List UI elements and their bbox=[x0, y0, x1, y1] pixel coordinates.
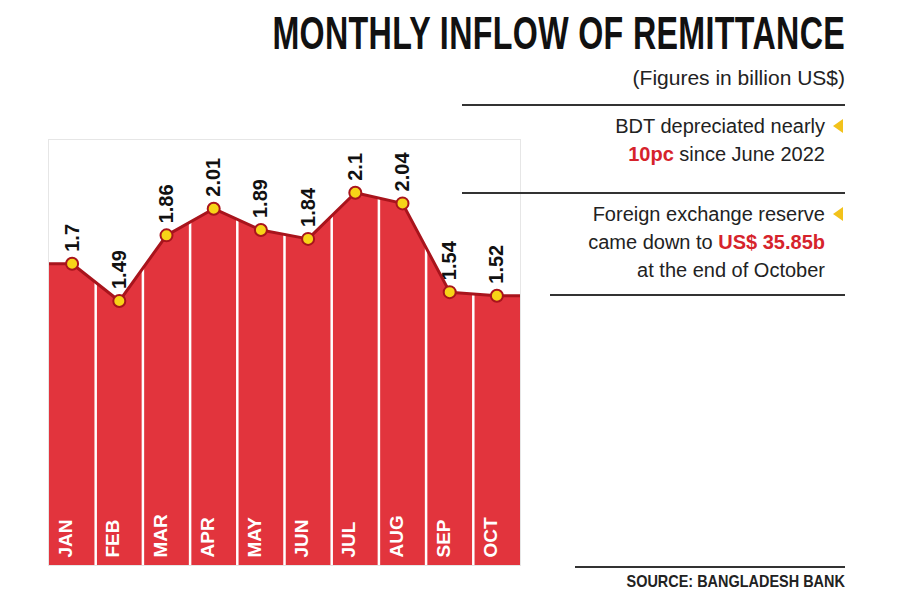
svg-text:1.49: 1.49 bbox=[108, 250, 130, 289]
html-text:at the end of October: at the end of October bbox=[637, 259, 825, 281]
svg-text:2.04: 2.04 bbox=[391, 152, 413, 192]
html-text:SOURCE: BANGLADESH BANK: SOURCE: BANGLADESH BANK bbox=[626, 572, 845, 591]
html-text:10pc since June 2022: 10pc since June 2022 bbox=[628, 143, 825, 165]
svg-text:1.7: 1.7 bbox=[61, 224, 83, 252]
html-text:Foreign exchange reserve: Foreign exchange reserve bbox=[592, 203, 825, 225]
svg-text:1.54: 1.54 bbox=[438, 240, 460, 280]
html-text:BDT depreciated nearly: BDT depreciated nearly bbox=[615, 115, 825, 137]
html-text:MONTHLY INFLOW OF REMITTANCE: MONTHLY INFLOW OF REMITTANCE bbox=[272, 7, 845, 59]
svg-text:AUG: AUG bbox=[386, 515, 407, 557]
svg-text:1.84: 1.84 bbox=[297, 187, 319, 227]
svg-text:MAY: MAY bbox=[244, 517, 265, 558]
svg-text:JUL: JUL bbox=[338, 521, 359, 557]
svg-text:APR: APR bbox=[197, 517, 218, 557]
svg-text:MAR: MAR bbox=[150, 514, 171, 558]
svg-text:1.86: 1.86 bbox=[155, 184, 177, 223]
svg-text:SEP: SEP bbox=[433, 519, 454, 557]
svg-text:1.52: 1.52 bbox=[485, 245, 507, 284]
svg-text:2.01: 2.01 bbox=[202, 158, 224, 197]
svg-text:2.1: 2.1 bbox=[344, 153, 366, 181]
svg-text:FEB: FEB bbox=[102, 520, 123, 558]
html-text:came down to US$ 35.85b: came down to US$ 35.85b bbox=[588, 231, 825, 253]
svg-text:1.89: 1.89 bbox=[249, 179, 271, 218]
html-text:(Figures in billion US$): (Figures in billion US$) bbox=[632, 66, 845, 89]
svg-text:OCT: OCT bbox=[480, 517, 501, 558]
svg-text:JUN: JUN bbox=[291, 519, 312, 557]
svg-text:JAN: JAN bbox=[55, 519, 76, 557]
